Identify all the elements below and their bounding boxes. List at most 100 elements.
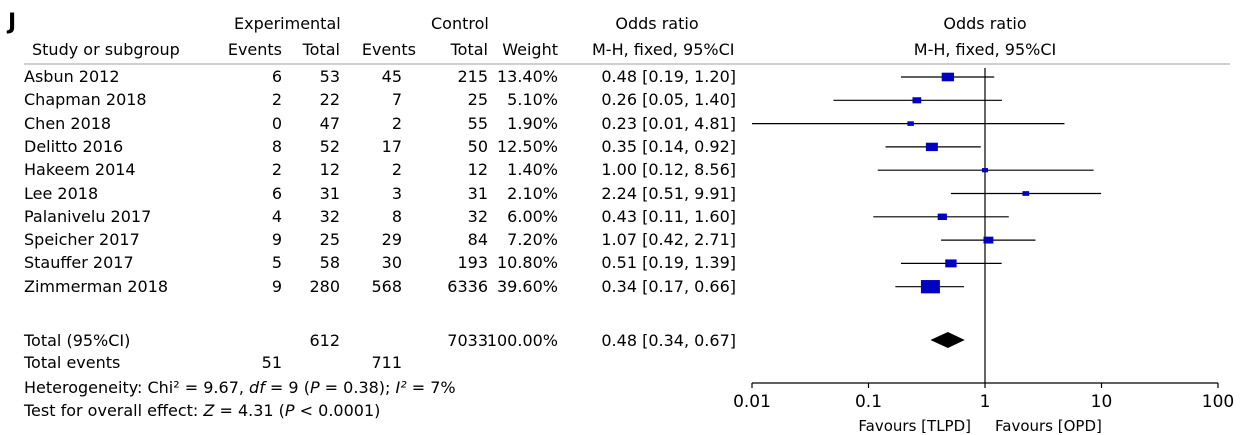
study-or-text: 1.00 [0.12, 8.56] [601,160,736,180]
footer-stats: Heterogeneity: Chi² = 9.67, df = 9 (P = … [24,376,456,422]
study-name: Delitto 2016 [24,136,124,156]
total-ctl-total: 7033 [447,331,488,350]
study-ctl-total: 12 [467,160,488,180]
header-study: Study or subgroup [32,40,180,59]
effect-marker [907,121,914,126]
study-exp-total: 58 [319,253,340,273]
study-name: Asbun 2012 [24,67,120,86]
header-odds-ratio-right: Odds ratio [943,14,1027,33]
study-name: Lee 2018 [24,183,99,203]
header-method-left: M-H, fixed, 95%CI [592,40,735,59]
total-or-text: 0.48 [0.34, 0.67] [601,331,736,350]
study-ctl-total: 31 [467,183,488,203]
study-ctl-total: 6336 [447,276,488,296]
study-weight: 10.80% [496,253,558,273]
study-or-text: 0.26 [0.05, 1.40] [601,90,736,110]
study-or-text: 0.23 [0.01, 4.81] [601,113,736,133]
study-exp-events: 9 [271,276,282,296]
study-or-text: 0.35 [0.14, 0.92] [601,136,736,156]
favours-right-label: Favours [OPD] [995,417,1102,435]
header-odds-ratio-left: Odds ratio [615,14,699,33]
x-tick-label: 1 [980,392,991,412]
study-or-text: 0.43 [0.11, 1.60] [601,206,736,226]
study-exp-events: 9 [271,230,282,250]
heterogeneity-i2-value: = 7% [406,378,456,397]
header-exp-events: Events [227,40,282,59]
header-method-right: M-H, fixed, 95%CI [913,40,1057,59]
total-ctl-events: 711 [371,353,402,372]
study-weight: 2.10% [507,183,558,203]
study-exp-total: 53 [319,67,340,86]
study-weight: 6.00% [507,206,558,226]
effect-marker [925,142,938,152]
study-exp-total: 32 [319,206,340,226]
study-exp-events: 6 [271,183,282,203]
study-exp-events: 6 [271,67,282,86]
study-exp-total: 280 [309,276,340,296]
study-ctl-total: 55 [467,113,488,133]
study-or-text: 2.24 [0.51, 9.91] [601,183,736,203]
header-control: Control [431,14,489,33]
study-weight: 7.20% [507,230,558,250]
study-ctl-total: 50 [467,136,488,156]
study-exp-total: 31 [319,183,340,203]
study-name: Chen 2018 [24,113,112,133]
study-ctl-events: 8 [391,206,402,226]
total-label: Total (95%CI) [24,331,131,350]
overall-effect-z-value: = 4.31 ( [214,401,285,420]
study-exp-events: 4 [271,206,282,226]
overall-effect-p-label: P [284,401,295,420]
panel-letter: J [8,10,17,35]
effect-marker [920,280,940,294]
total-events-label: Total events [24,353,121,372]
study-exp-total: 25 [319,230,340,250]
study-ctl-total: 32 [467,206,488,226]
study-exp-total: 47 [319,113,340,133]
heterogeneity-line: Heterogeneity: Chi² = 9.67, df = 9 (P = … [24,376,456,399]
effect-marker [983,236,994,244]
header-ctl-total: Total [450,40,488,59]
study-exp-total: 12 [319,160,340,180]
study-exp-total: 52 [319,136,340,156]
study-or-text: 1.07 [0.42, 2.71] [601,230,736,250]
total-exp-total: 612 [309,331,340,350]
overall-effect-z-label: Z [203,401,215,420]
header-experimental: Experimental [234,14,341,33]
study-name: Chapman 2018 [24,90,147,110]
total-exp-events: 51 [261,353,282,372]
study-ctl-events: 45 [381,67,402,86]
heterogeneity-df-label: df [249,378,265,397]
study-or-text: 0.48 [0.19, 1.20] [601,67,736,86]
effect-marker [941,72,955,82]
study-exp-events: 2 [271,160,282,180]
heterogeneity-df-value: = 9 ( [264,378,310,397]
effect-marker [912,97,922,104]
study-exp-total: 22 [319,90,340,110]
overall-effect-p-value: < 0.0001) [294,401,381,420]
overall-effect-prefix: Test for overall effect: [24,401,204,420]
study-exp-events: 8 [271,136,282,156]
study-name: Speicher 2017 [24,230,140,250]
study-ctl-events: 7 [391,90,402,110]
heterogeneity-p-value: = 0.38); [319,378,396,397]
effect-marker [981,168,989,173]
header-weight: Weight [502,40,558,59]
pooled-diamond [930,332,965,348]
x-tick-label: 100 [1202,392,1234,412]
heterogeneity-p-label: P [309,378,320,397]
study-exp-events: 0 [271,113,282,133]
study-name: Palanivelu 2017 [24,206,152,226]
x-tick-label: 0.1 [855,392,882,412]
x-tick-label: 10 [1091,392,1113,412]
study-weight: 12.50% [496,136,558,156]
study-ctl-total: 215 [457,67,488,86]
study-ctl-events: 29 [381,230,402,250]
study-weight: 39.60% [496,276,558,296]
study-ctl-events: 2 [391,113,402,133]
study-exp-events: 5 [271,253,282,273]
study-ctl-events: 3 [391,183,402,203]
study-weight: 13.40% [496,67,558,86]
total-weight: 100.00% [486,331,558,350]
study-or-text: 0.51 [0.19, 1.39] [601,253,736,273]
x-tick-label: 0.01 [733,392,771,412]
